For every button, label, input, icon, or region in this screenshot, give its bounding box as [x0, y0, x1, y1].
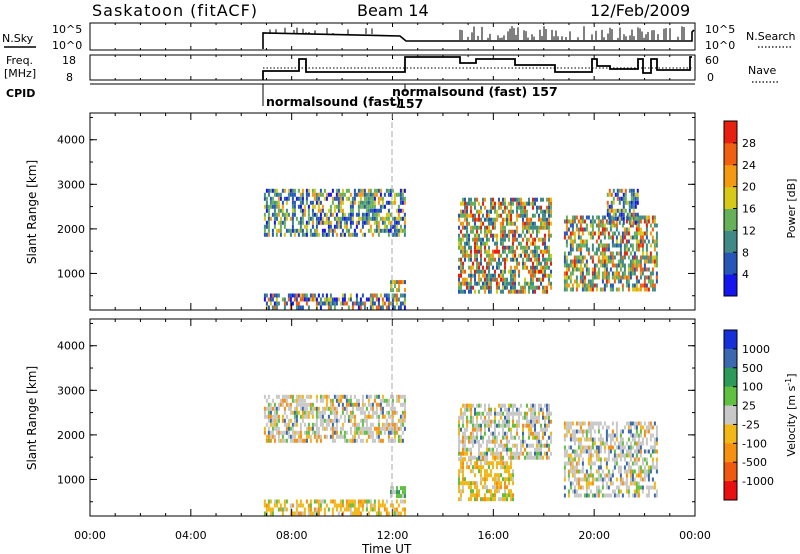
colorbar-swatch	[724, 186, 737, 209]
colorbar-swatch	[724, 481, 737, 501]
range-tick-label: 4000	[57, 134, 85, 147]
freq-label-line1: Freq.	[6, 54, 33, 67]
freq-left-tick-bottom: 8	[66, 71, 73, 84]
beam-title: Beam 14	[357, 1, 429, 20]
colorbar-label: Power [dB]	[785, 179, 798, 239]
power-ylabel: Slant Range [km]	[25, 160, 39, 264]
cpid-entry-2: normalsound (fast) 157	[392, 84, 558, 99]
noise-search-label: N.Search	[746, 30, 796, 43]
freq-trace	[262, 56, 692, 80]
noise-left-tick-top: 10^5	[52, 23, 82, 36]
colorbar-tick-label: -1000	[742, 475, 774, 488]
colorbar-tick-label: -100	[742, 437, 767, 450]
freq-left-tick-top: 18	[62, 54, 76, 67]
range-tick-label: 2000	[57, 429, 85, 442]
noise-right-tick-bottom: 10^0	[705, 39, 735, 52]
power-echoes	[263, 188, 658, 310]
range-tick-label: 1000	[57, 267, 85, 280]
colorbar-swatch	[724, 164, 737, 188]
colorbar-tick-label: 16	[742, 203, 756, 216]
power-colorbar: 4 8 12 16 20 24 28 Power [dB]	[723, 120, 798, 297]
noise-search-trace	[262, 29, 695, 49]
colorbar-tick-label: 100	[742, 381, 763, 394]
colorbar-swatch	[724, 443, 737, 463]
time-tick-label: 04:00	[175, 529, 207, 542]
colorbar-swatch	[724, 230, 737, 253]
colorbar-swatch	[724, 424, 737, 444]
velocity-panel: 1000 2000 3000 4000 Slant Range [km]	[25, 318, 696, 517]
station-title: Saskatoon (fitACF)	[92, 1, 258, 20]
velocity-axes: 1000 2000 3000 4000	[57, 319, 696, 516]
colorbar-label: Velocity [m s-1]	[784, 373, 798, 456]
time-axis-label: Time UT	[361, 542, 412, 554]
colorbar-tick-label: 500	[742, 362, 763, 375]
colorbar-swatch	[724, 405, 737, 425]
colorbar-tick-label: 24	[742, 159, 756, 172]
velocity-ylabel: Slant Range [km]	[25, 366, 39, 470]
time-tick-label: 16:00	[477, 529, 509, 542]
freq-label-line2: [MHz]	[4, 67, 36, 80]
range-tick-label: 4000	[57, 340, 85, 353]
colorbar-tick-label: 28	[742, 137, 756, 150]
time-tick-label: 12:00	[377, 529, 409, 542]
colorbar-tick-label: 1000	[742, 343, 770, 356]
freq-right-tick-bottom: 0	[707, 71, 714, 84]
colorbar-swatch	[724, 348, 737, 369]
colorbar-swatch	[724, 367, 737, 388]
colorbar-swatch	[724, 142, 737, 166]
time-tick-label: 20:00	[578, 529, 610, 542]
time-tick-label: 08:00	[276, 529, 308, 542]
colorbar-swatch	[724, 274, 737, 297]
noise-panel: N.Sky 10^5 10^0 10^5 10^0 N.Search	[2, 22, 796, 52]
colorbar-swatch	[724, 330, 737, 350]
range-tick-label: 3000	[57, 384, 85, 397]
time-tick-label: 00:00	[74, 529, 106, 542]
cpid-entry-1: normalsound (fast)	[266, 94, 401, 109]
cpid-label: CPID	[6, 87, 35, 100]
noise-left-tick-bottom: 10^0	[52, 39, 82, 52]
noise-spikes	[269, 26, 685, 40]
colorbar-swatch	[724, 121, 737, 144]
velocity-echoes	[263, 394, 658, 516]
colorbar-tick-label: 20	[742, 181, 756, 194]
colorbar-tick-label: -25	[742, 418, 760, 431]
time-axis: 00:00 04:00 08:00 12:00 16:00 20:00 00:00	[74, 23, 711, 542]
power-axes: 1000 2000 3000 4000	[57, 113, 696, 310]
cpid-entry-3: -157	[392, 96, 423, 111]
colorbar-tick-label: 8	[742, 246, 749, 259]
range-tick-label: 1000	[57, 473, 85, 486]
freq-right-tick-top: 60	[705, 54, 719, 67]
time-tick-label: 00:00	[679, 529, 711, 542]
colorbar-tick-label: 12	[742, 224, 756, 237]
range-tick-label: 2000	[57, 223, 85, 236]
colorbar-swatch	[724, 462, 737, 482]
colorbar-swatch	[724, 386, 737, 407]
noise-sky-label: N.Sky	[2, 32, 34, 45]
colorbar-tick-label: 4	[742, 268, 749, 281]
nave-label: Nave	[748, 64, 776, 77]
colorbar-tick-label: 25	[742, 400, 756, 413]
noise-right-tick-top: 10^5	[705, 23, 735, 36]
velocity-colorbar: 1000 500 100 25 -25 -100 -500 -1000 Velocity [m …	[723, 329, 798, 501]
cpid-panel: CPID normalsound (fast) normalsound (fas…	[6, 83, 695, 111]
date-title: 12/Feb/2009	[590, 1, 690, 20]
power-panel: 1000 2000 3000 4000 Slant Range [km]	[25, 112, 696, 311]
range-tick-label: 3000	[57, 178, 85, 191]
colorbar-tick-label: -500	[742, 456, 767, 469]
colorbar-swatch	[724, 252, 737, 275]
colorbar-swatch	[724, 208, 737, 231]
